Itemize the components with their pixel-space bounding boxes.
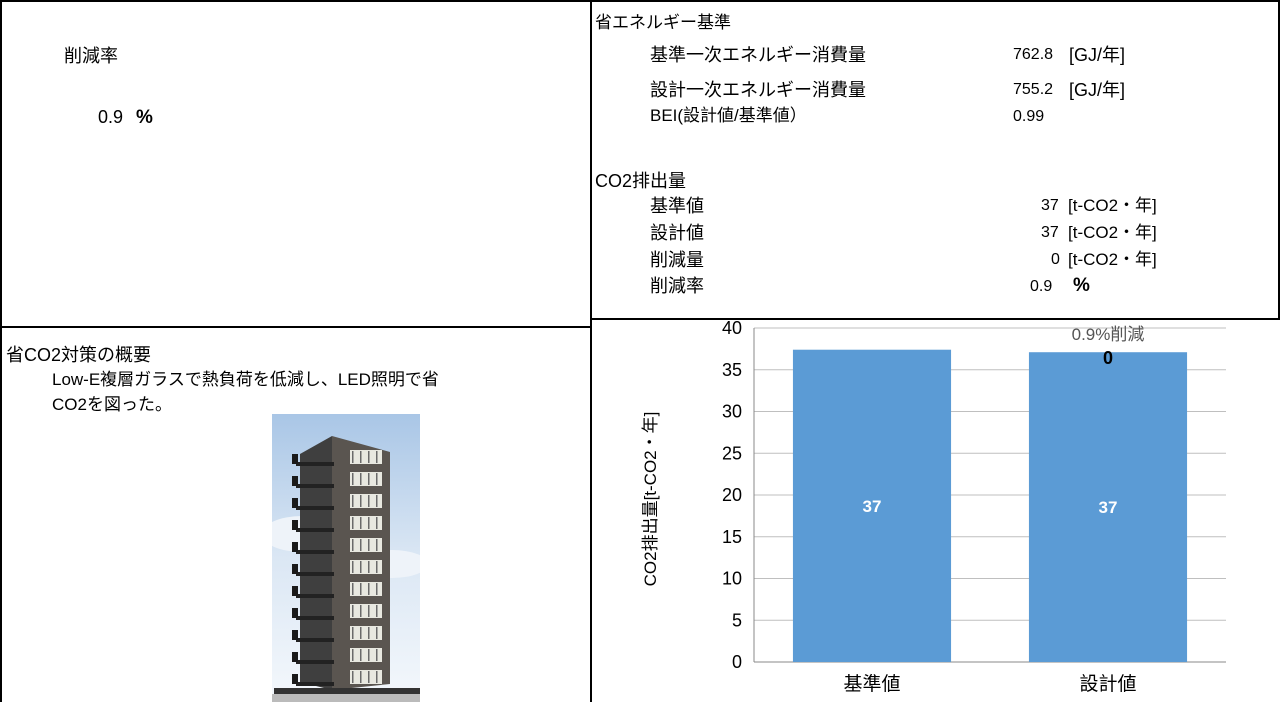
co2-title: CO2排出量: [595, 171, 687, 191]
chart-y-ticks: 0 5 10 15 20 25 30 35 40: [722, 318, 742, 672]
chart-y-tick-label: 5: [732, 610, 742, 630]
left-section-divider: [0, 326, 592, 328]
right-section-divider: [590, 318, 1280, 320]
top-border: [0, 0, 1280, 2]
energy-row-label: 設計一次エネルギー消費量: [650, 80, 866, 100]
left-border: [0, 0, 2, 702]
chart-bars: 37 37: [792, 349, 1188, 662]
chart-y-tick-label: 30: [722, 402, 742, 422]
chart-y-tick-label: 10: [722, 569, 742, 589]
co2-row-label: 削減率: [650, 276, 704, 296]
measures-text-line2: CO2を図った。: [52, 395, 172, 414]
chart-y-tick-label: 0: [732, 652, 742, 672]
co2-row-label: 設計値: [650, 223, 704, 243]
energy-row-label: 基準一次エネルギー消費量: [650, 45, 866, 65]
chart-y-tick-label: 40: [722, 318, 742, 338]
co2-row-value: 37: [1041, 197, 1059, 214]
chart-y-tick-label: 35: [722, 360, 742, 380]
chart-x-tick-label: 設計値: [1079, 673, 1136, 695]
measures-text-line1: Low-E複層ガラスで熱負荷を低減し、LED照明で省: [52, 370, 439, 389]
co2-row-unit: [t-CO2・年]: [1068, 196, 1157, 215]
chart-bar-data-label: 37: [863, 497, 882, 516]
chart-annotation-value: 0: [1103, 348, 1113, 368]
chart-bar: [792, 349, 952, 662]
energy-row-label: BEI(設計値/基準値）: [650, 106, 807, 125]
chart-y-tick-label: 25: [722, 443, 742, 463]
chart-x-tick-label: 基準値: [843, 673, 900, 695]
energy-row-value: 0.99: [1013, 108, 1045, 125]
chart-y-axis-label: CO2排出量[t-CO2・年]: [641, 412, 660, 587]
chart-y-tick-label: 15: [722, 527, 742, 547]
chart-annotation: 0.9%削減: [1072, 325, 1145, 344]
chart-bar: [1028, 352, 1188, 662]
right-border: [1278, 0, 1280, 320]
co2-row-value: 0.9: [1030, 278, 1053, 295]
reduction-label: 削減率: [64, 46, 118, 66]
reduction-value-row: 0.9 %: [98, 106, 153, 129]
co2-row-unit: [t-CO2・年]: [1068, 223, 1157, 242]
co2-row-unit: [t-CO2・年]: [1068, 250, 1157, 269]
energy-title: 省エネルギー基準: [595, 13, 731, 32]
chart-y-tick-label: 20: [722, 485, 742, 505]
measures-title: 省CO2対策の概要: [6, 345, 152, 365]
co2-row-unit: %: [1073, 275, 1090, 296]
chart-bar-data-label: 37: [1099, 498, 1118, 517]
co2-row-label: 削減量: [650, 250, 704, 270]
energy-row-value: 762.8: [1013, 46, 1054, 63]
building-photo: [272, 414, 420, 702]
chart-x-ticks: 基準値 設計値: [843, 673, 1136, 695]
energy-row-unit: [GJ/年]: [1069, 80, 1126, 100]
co2-row-label: 基準値: [650, 196, 704, 216]
co2-row-value: 37: [1041, 224, 1059, 241]
energy-row-value: 755.2: [1013, 81, 1054, 98]
reduction-unit: %: [136, 107, 153, 128]
co2-bar-chart: 0 5 10 15 20 25 30 35 40 37 37 基準値 設計値 CO2排出量[t-CO…: [641, 318, 1226, 695]
co2-row-value: 0: [1051, 251, 1060, 268]
energy-row-unit: [GJ/年]: [1069, 45, 1126, 65]
reduction-value: 0.9: [98, 107, 124, 127]
center-divider: [590, 0, 592, 702]
